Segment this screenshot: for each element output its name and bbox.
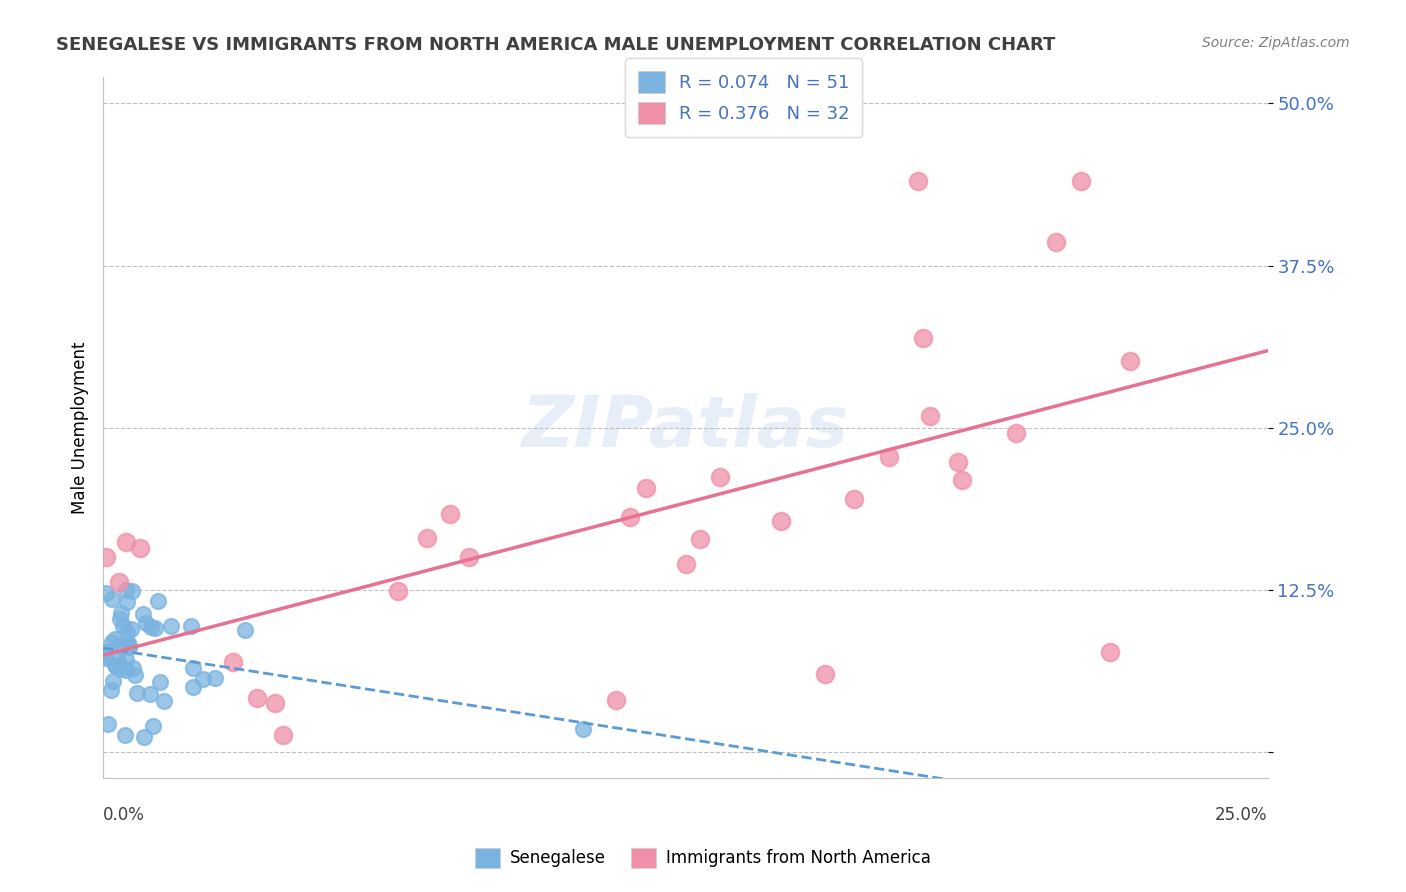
Point: [94, 650, 117, 665]
Point: [100, 635, 122, 649]
Point: [458, 550, 481, 565]
Point: [689, 533, 711, 547]
Point: [94, 585, 117, 599]
Point: [111, 619, 134, 633]
Point: [142, 719, 165, 733]
Point: [108, 639, 131, 653]
Point: [1119, 354, 1142, 368]
Point: [634, 482, 657, 496]
Text: SENEGALESE VS IMMIGRANTS FROM NORTH AMERICA MALE UNEMPLOYMENT CORRELATION CHART: SENEGALESE VS IMMIGRANTS FROM NORTH AMER…: [56, 36, 1056, 54]
Point: [160, 619, 183, 633]
Point: [104, 659, 127, 673]
Point: [950, 473, 973, 487]
Text: Source: ZipAtlas.com: Source: ZipAtlas.com: [1202, 36, 1350, 50]
Point: [93, 649, 115, 664]
Point: [204, 672, 226, 686]
Point: [120, 623, 142, 637]
Point: [1045, 235, 1067, 249]
Point: [911, 331, 934, 345]
Point: [143, 621, 166, 635]
Point: [222, 655, 245, 669]
Point: [264, 696, 287, 710]
Point: [134, 616, 156, 631]
Point: [124, 667, 146, 681]
Point: [110, 612, 132, 626]
Point: [117, 636, 139, 650]
Point: [105, 649, 128, 664]
Point: [110, 662, 132, 676]
Point: [127, 685, 149, 699]
Point: [115, 595, 138, 609]
Point: [191, 672, 214, 686]
Point: [271, 728, 294, 742]
Point: [117, 625, 139, 640]
Point: [877, 450, 900, 464]
Point: [121, 661, 143, 675]
Point: [1070, 174, 1092, 188]
Point: [842, 492, 865, 507]
Point: [233, 624, 256, 638]
Point: [153, 694, 176, 708]
Point: [134, 730, 156, 744]
Point: [814, 667, 837, 681]
Point: [100, 682, 122, 697]
Point: [132, 607, 155, 621]
Point: [148, 674, 170, 689]
Point: [94, 549, 117, 564]
Point: [139, 619, 162, 633]
Legend: Senegalese, Immigrants from North America: Senegalese, Immigrants from North Americ…: [468, 841, 938, 875]
Point: [115, 535, 138, 549]
Point: [180, 618, 202, 632]
Point: [108, 657, 131, 672]
Point: [108, 575, 131, 590]
Point: [920, 409, 942, 423]
Point: [416, 532, 439, 546]
Point: [181, 680, 204, 694]
Point: [115, 582, 138, 597]
Point: [114, 728, 136, 742]
Point: [94, 645, 117, 659]
Point: [146, 594, 169, 608]
Point: [121, 584, 143, 599]
Point: [439, 508, 461, 522]
Point: [110, 606, 132, 620]
Point: [572, 722, 595, 736]
Point: [605, 693, 627, 707]
Text: 0.0%: 0.0%: [103, 806, 145, 824]
Point: [619, 509, 641, 524]
Point: [104, 657, 127, 672]
Legend: R = 0.074   N = 51, R = 0.376   N = 32: R = 0.074 N = 51, R = 0.376 N = 32: [624, 59, 862, 136]
Point: [139, 687, 162, 701]
Point: [114, 663, 136, 677]
Point: [675, 557, 697, 571]
Text: 25.0%: 25.0%: [1215, 806, 1268, 824]
Point: [101, 674, 124, 689]
Point: [769, 515, 792, 529]
Point: [129, 541, 152, 556]
Point: [946, 454, 969, 468]
Point: [1004, 426, 1026, 441]
Point: [114, 653, 136, 667]
Y-axis label: Male Unemployment: Male Unemployment: [72, 342, 89, 514]
Point: [245, 691, 267, 706]
Point: [709, 470, 731, 484]
Point: [118, 640, 141, 654]
Point: [387, 584, 409, 599]
Point: [181, 661, 204, 675]
Point: [101, 592, 124, 607]
Point: [907, 174, 929, 188]
Text: ZIPatlas: ZIPatlas: [522, 393, 849, 462]
Point: [97, 717, 120, 731]
Point: [118, 639, 141, 653]
Point: [104, 632, 127, 646]
Point: [1099, 644, 1122, 658]
